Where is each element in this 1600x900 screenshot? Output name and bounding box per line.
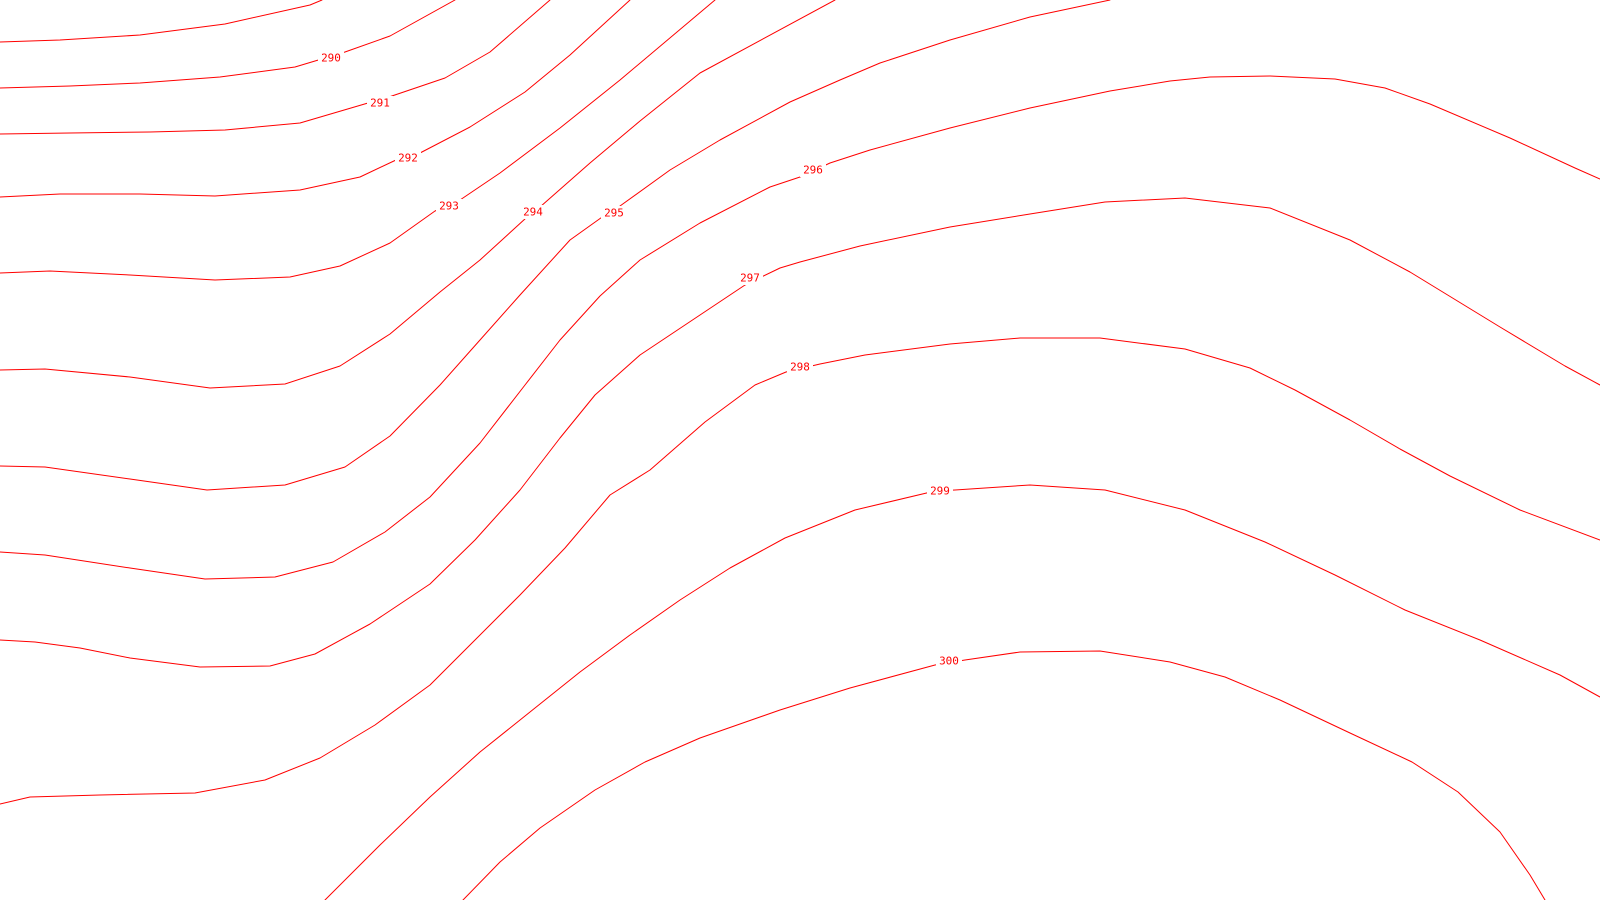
svg-text:295: 295 bbox=[604, 207, 624, 220]
contour-line-292 bbox=[0, 0, 631, 198]
contour-label-299: 299 bbox=[927, 484, 953, 498]
contour-line-299 bbox=[324, 484, 1600, 900]
contour-label-298: 298 bbox=[787, 360, 813, 374]
contour-label-292: 292 bbox=[395, 151, 421, 165]
svg-text:293: 293 bbox=[439, 200, 459, 213]
svg-text:297: 297 bbox=[740, 272, 760, 285]
svg-text:300: 300 bbox=[939, 655, 959, 668]
contour-line-298 bbox=[0, 337, 1600, 805]
contour-line-294 bbox=[0, 0, 836, 389]
svg-text:290: 290 bbox=[321, 52, 341, 65]
contour-label-291: 291 bbox=[367, 96, 393, 110]
contour-line-293 bbox=[0, 0, 716, 281]
contour-line-300 bbox=[462, 650, 1546, 900]
contour-label-294: 294 bbox=[520, 205, 546, 219]
contour-line-289 bbox=[0, 0, 323, 43]
contour-label-293: 293 bbox=[436, 199, 462, 213]
contour-label-296: 296 bbox=[800, 163, 826, 177]
svg-text:291: 291 bbox=[370, 97, 390, 110]
contour-label-297: 297 bbox=[737, 271, 763, 285]
contour-line-297 bbox=[0, 197, 1600, 668]
contour-label-290: 290 bbox=[318, 51, 344, 65]
contour-label-295: 295 bbox=[601, 206, 627, 220]
svg-text:298: 298 bbox=[790, 361, 810, 374]
svg-text:292: 292 bbox=[398, 152, 418, 165]
contour-line-290 bbox=[0, 0, 456, 89]
contour-line-295 bbox=[0, 0, 1111, 491]
contour-label-300: 300 bbox=[936, 654, 962, 668]
svg-text:296: 296 bbox=[803, 164, 823, 177]
contour-line-296 bbox=[0, 75, 1600, 580]
svg-text:294: 294 bbox=[523, 206, 543, 219]
contour-line-291 bbox=[0, 0, 551, 135]
svg-text:299: 299 bbox=[930, 485, 950, 498]
